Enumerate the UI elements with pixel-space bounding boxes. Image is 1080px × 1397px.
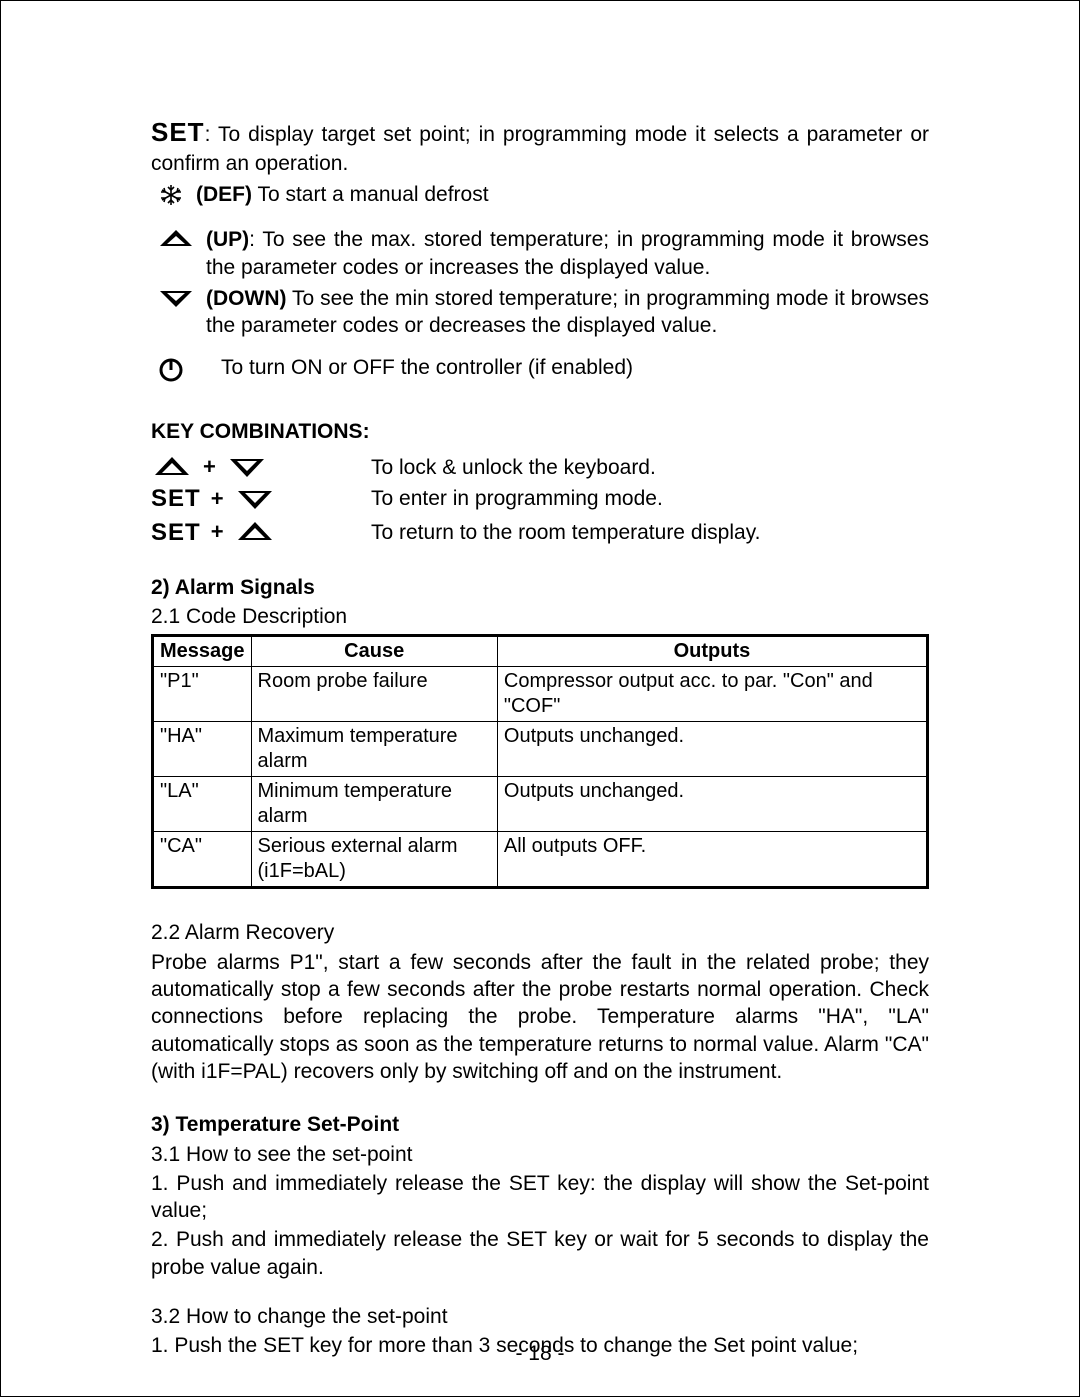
key-combinations-block: + To lock & unlock the keyboard. SET +: [151, 453, 929, 548]
combo-program-desc: To enter in programming mode.: [371, 485, 929, 512]
table-row: "HA" Maximum temperature alarm Outputs u…: [153, 722, 928, 777]
power-desc: To turn ON or OFF the controller (if ena…: [191, 354, 929, 381]
alarm-recovery-text: Probe alarms P1", start a few seconds af…: [151, 949, 929, 1085]
cell-message: "HA": [153, 722, 252, 777]
key-row-def: (DEF) To start a manual defrost: [151, 181, 929, 208]
power-icon: [151, 354, 191, 384]
table-row: "CA" Serious external alarm (i1F=bAL) Al…: [153, 832, 928, 888]
combo-row-program: SET + To enter in programming mode.: [151, 483, 929, 514]
def-label: (DEF): [196, 183, 252, 206]
cell-outputs: All outputs OFF.: [497, 832, 927, 888]
combo-row-lock: + To lock & unlock the keyboard.: [151, 453, 929, 482]
alarm-code-desc-heading: 2.1 Code Description: [151, 603, 929, 630]
table-header-row: Message Cause Outputs: [153, 636, 928, 667]
table-row: "P1" Room probe failure Compressor outpu…: [153, 667, 928, 722]
up-desc: : To see the max. stored temperature; in…: [206, 228, 929, 278]
up-label: (UP): [206, 228, 249, 251]
cell-message: "P1": [153, 667, 252, 722]
alarm-codes-table: Message Cause Outputs "P1" Room probe fa…: [151, 634, 929, 889]
up-arrow-icon: [234, 519, 276, 545]
cell-cause: Minimum temperature alarm: [251, 777, 497, 832]
plus-icon: +: [207, 485, 228, 514]
down-key-text: (DOWN) To see the min stored temperature…: [201, 285, 929, 340]
combo-return-desc: To return to the room temperature displa…: [371, 519, 929, 546]
cell-message: "CA": [153, 832, 252, 888]
setpoint-heading: 3) Temperature Set-Point: [151, 1111, 929, 1138]
def-key-text: (DEF) To start a manual defrost: [191, 181, 929, 208]
down-desc: To see the min stored temperature; in pr…: [206, 287, 929, 337]
set-icon: SET: [151, 517, 201, 548]
down-label: (DOWN): [206, 287, 286, 310]
combo-setup-icons: SET +: [151, 517, 371, 548]
plus-icon: +: [199, 453, 220, 482]
page-content: SET: To display target set point; in pro…: [41, 41, 1039, 1360]
down-arrow-icon: [151, 285, 201, 309]
table-row: "LA" Minimum temperature alarm Outputs u…: [153, 777, 928, 832]
setpoint-see-step1: 1. Push and immediately release the SET …: [151, 1170, 929, 1225]
down-arrow-icon: [234, 486, 276, 512]
set-icon: SET: [151, 483, 201, 514]
up-key-text: (UP): To see the max. stored temperature…: [201, 226, 929, 281]
combo-setdown-icons: SET +: [151, 483, 371, 514]
cell-cause: Serious external alarm (i1F=bAL): [251, 832, 497, 888]
defrost-icon: [151, 181, 191, 207]
key-row-down: (DOWN) To see the min stored temperature…: [151, 285, 929, 340]
key-row-up: (UP): To see the max. stored temperature…: [151, 226, 929, 281]
setpoint-see-heading: 3.1 How to see the set-point: [151, 1141, 929, 1168]
page-frame: SET: To display target set point; in pro…: [0, 0, 1080, 1397]
set-label-icon: SET: [151, 116, 205, 150]
set-desc: : To display target set point; in progra…: [151, 123, 929, 175]
col-message: Message: [153, 636, 252, 667]
key-row-set: SET: To display target set point; in pro…: [151, 116, 929, 177]
cell-cause: Room probe failure: [251, 667, 497, 722]
cell-cause: Maximum temperature alarm: [251, 722, 497, 777]
col-cause: Cause: [251, 636, 497, 667]
alarm-signals-heading: 2) Alarm Signals: [151, 574, 929, 601]
combo-lock-desc: To lock & unlock the keyboard.: [371, 454, 929, 481]
down-arrow-icon: [226, 454, 268, 480]
key-row-power: To turn ON or OFF the controller (if ena…: [151, 354, 929, 384]
setpoint-change-heading: 3.2 How to change the set-point: [151, 1303, 929, 1330]
combo-row-return: SET + To return to the room temperature …: [151, 517, 929, 548]
key-combinations-heading: KEY COMBINATIONS:: [151, 418, 929, 445]
alarm-recovery-heading: 2.2 Alarm Recovery: [151, 919, 929, 946]
col-outputs: Outputs: [497, 636, 927, 667]
def-desc: To start a manual defrost: [252, 183, 489, 206]
up-arrow-icon: [151, 226, 201, 250]
cell-message: "LA": [153, 777, 252, 832]
plus-icon: +: [207, 518, 228, 547]
set-key-text: SET: To display target set point; in pro…: [151, 116, 929, 177]
combo-updown-icons: +: [151, 453, 371, 482]
up-arrow-icon: [151, 454, 193, 480]
page-number: - 18 -: [1, 1342, 1079, 1366]
cell-outputs: Outputs unchanged.: [497, 777, 927, 832]
setpoint-see-step2: 2. Push and immediately release the SET …: [151, 1226, 929, 1281]
cell-outputs: Compressor output acc. to par. "Con" and…: [497, 667, 927, 722]
cell-outputs: Outputs unchanged.: [497, 722, 927, 777]
